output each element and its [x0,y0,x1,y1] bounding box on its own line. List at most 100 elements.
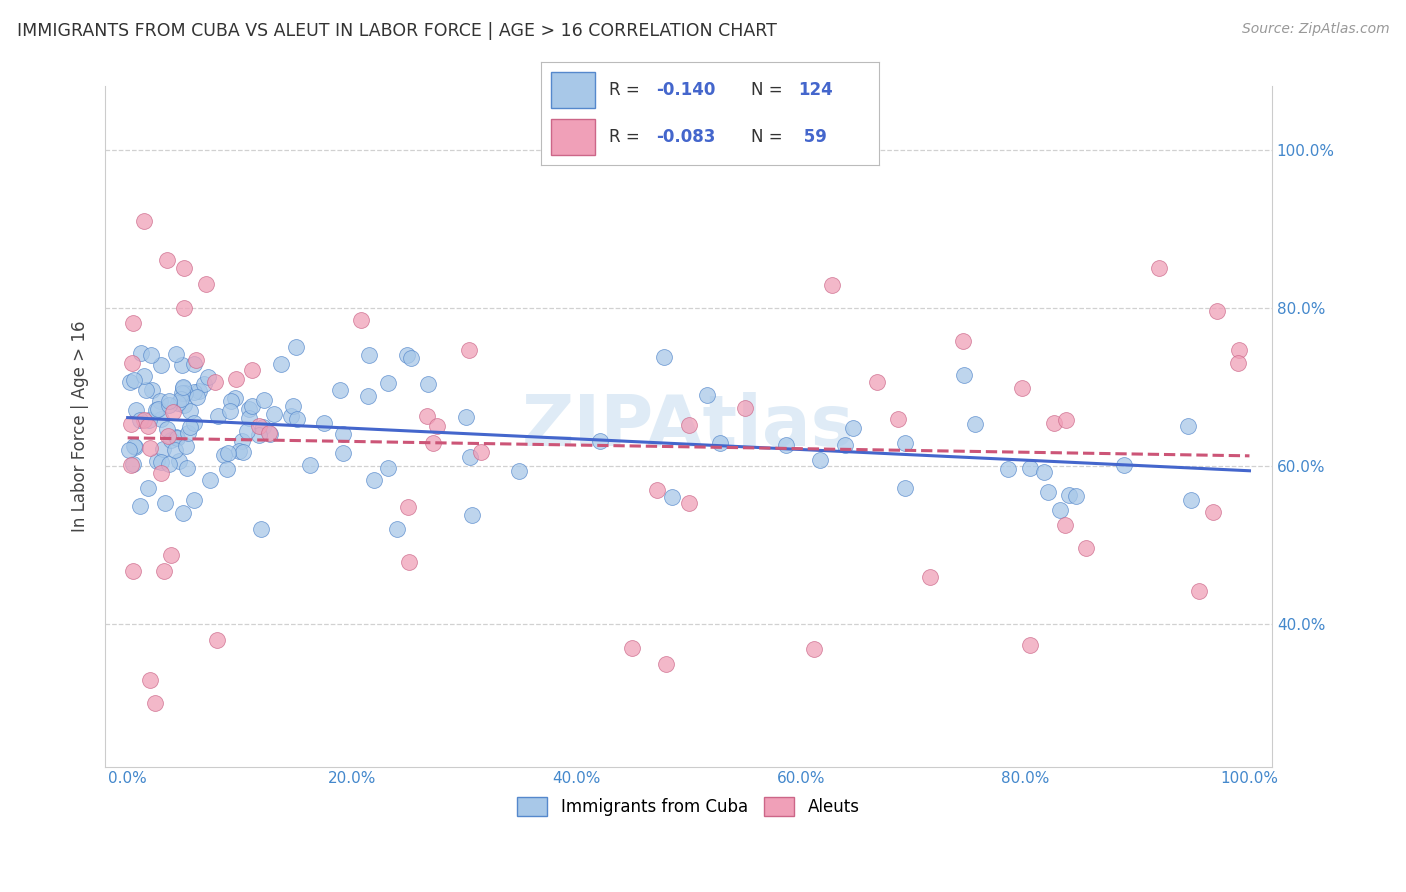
Point [250,522,273,536]
Point [125,402,148,417]
Point [149,359,172,373]
Point [143,696,166,710]
Text: ZIPAtlas: ZIPAtlas [522,392,855,461]
Point [842,421,865,435]
Point [1112,458,1135,472]
Point [159,433,181,447]
Point [121,356,143,370]
Point [332,426,354,441]
Point [645,483,668,497]
Point [259,426,281,441]
Point [894,481,917,495]
Point [207,409,229,424]
Point [188,384,211,398]
FancyBboxPatch shape [551,71,595,108]
Point [357,389,380,403]
Point [1074,541,1097,556]
Point [252,393,274,408]
Point [1049,502,1071,516]
Point [172,380,194,394]
Point [172,506,194,520]
Point [121,316,143,330]
Point [363,473,385,487]
Point [198,473,221,487]
Point [1043,417,1066,431]
Point [1019,638,1042,652]
Point [350,313,373,327]
Point [285,412,308,426]
Point [263,408,285,422]
Text: N =: N = [751,128,787,145]
Point [120,417,142,432]
Point [508,464,530,478]
Point [257,426,280,441]
Point [139,673,162,687]
Point [426,418,449,433]
Point [150,411,173,425]
Point [183,493,205,508]
Point [174,385,197,400]
Point [1227,343,1250,358]
Point [150,466,173,480]
Point [120,458,142,472]
Point [866,375,889,389]
Point [1053,518,1076,533]
Point [1226,356,1249,370]
Point [122,373,145,387]
Point [329,383,352,397]
Point [1147,260,1170,275]
Point [661,490,683,504]
Point [132,413,155,427]
Point [141,384,163,398]
Point [238,402,260,417]
Point [173,398,195,412]
Point [129,413,152,427]
Point [165,429,187,443]
Point [218,446,240,460]
Point [225,372,247,386]
Point [121,457,143,471]
Point [963,417,986,432]
Point [174,439,197,453]
Point [219,394,242,409]
Point [193,377,215,392]
Point [834,438,856,452]
Point [385,522,408,536]
Point [138,418,160,433]
Point [1033,465,1056,479]
Point [155,496,177,510]
Point [470,445,492,459]
Text: N =: N = [751,80,787,99]
Point [270,357,292,371]
Point [170,392,193,406]
Point [146,401,169,416]
Point [118,376,141,390]
Point [418,377,440,392]
Point [228,444,250,458]
Point [160,548,183,562]
Point [621,640,644,655]
Point [240,362,263,376]
Point [775,438,797,452]
Point [224,391,246,405]
Point [1011,381,1033,395]
Point [1036,484,1059,499]
Point [122,564,145,578]
Text: R =: R = [609,128,645,145]
Point [280,409,302,424]
Point [153,564,176,578]
Point [183,357,205,371]
Text: R =: R = [609,80,645,99]
Point [458,343,481,357]
Point [458,450,481,465]
Point [139,347,162,361]
Point [461,508,484,522]
Point [207,633,229,648]
Point [238,411,260,425]
Point [165,347,187,361]
Point [156,253,179,268]
Point [149,455,172,469]
Point [129,499,152,513]
Point [134,214,156,228]
Point [197,369,219,384]
